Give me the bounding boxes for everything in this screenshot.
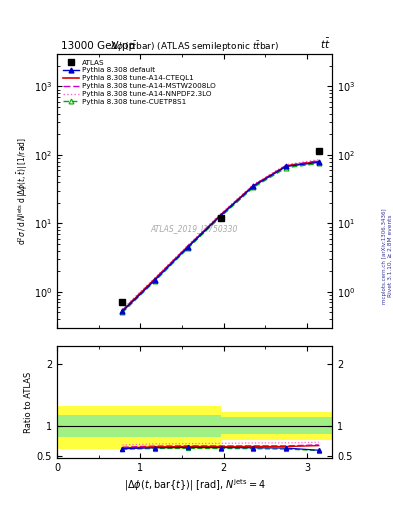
Line: Pythia 8.308 tune-A14-NNPDF2.3LO: Pythia 8.308 tune-A14-NNPDF2.3LO [123,160,319,309]
Pythia 8.308 tune-A14-MSTW2008LO [153,275,158,282]
Pythia 8.308 tune-A14-NNPDF2.3LO [153,274,158,281]
Pythia 8.308 default [120,308,125,314]
Pythia 8.308 tune-CUETP8S1 [251,184,256,190]
Line: Pythia 8.308 default: Pythia 8.308 default [120,160,321,314]
Text: Rivet 3.1.10, ≥ 2.8M events: Rivet 3.1.10, ≥ 2.8M events [388,215,393,297]
Line: Pythia 8.308 tune-CUETP8S1: Pythia 8.308 tune-CUETP8S1 [120,161,321,315]
Pythia 8.308 tune-A14-NNPDF2.3LO [316,157,321,163]
Pythia 8.308 default [316,159,321,165]
Pythia 8.308 tune-A14-NNPDF2.3LO [185,242,190,248]
Pythia 8.308 tune-A14-NNPDF2.3LO [120,306,125,312]
Pythia 8.308 tune-A14-MSTW2008LO [284,162,288,168]
Pythia 8.308 default [153,277,158,283]
Pythia 8.308 tune-CUETP8S1 [185,245,190,251]
Pythia 8.308 tune-A14-MSTW2008LO [316,158,321,164]
Pythia 8.308 tune-A14-MSTW2008LO [251,182,256,188]
Pythia 8.308 tune-A14-CTEQL1 [316,159,321,165]
Legend: ATLAS, Pythia 8.308 default, Pythia 8.308 tune-A14-CTEQL1, Pythia 8.308 tune-A14: ATLAS, Pythia 8.308 default, Pythia 8.30… [61,57,218,107]
Pythia 8.308 tune-A14-MSTW2008LO [185,243,190,249]
Title: $\Delta\phi$ ($t\bar{t}$bar) (ATLAS semileptonic $t\bar{t}$bar): $\Delta\phi$ ($t\bar{t}$bar) (ATLAS semi… [110,39,279,54]
Text: $t\bar{t}$: $t\bar{t}$ [320,37,330,51]
Pythia 8.308 tune-A14-CTEQL1 [185,243,190,249]
Pythia 8.308 tune-CUETP8S1 [120,309,125,315]
Pythia 8.308 tune-A14-CTEQL1 [284,163,288,169]
ATLAS [120,298,125,305]
Pythia 8.308 default [284,163,288,169]
Text: mcplots.cern.ch [arXiv:1306.3436]: mcplots.cern.ch [arXiv:1306.3436] [382,208,387,304]
Pythia 8.308 tune-A14-NNPDF2.3LO [284,162,288,168]
Pythia 8.308 tune-A14-CTEQL1 [120,308,125,314]
Pythia 8.308 tune-A14-CTEQL1 [218,212,223,218]
Line: Pythia 8.308 tune-A14-CTEQL1: Pythia 8.308 tune-A14-CTEQL1 [123,162,319,311]
X-axis label: $|\Delta\phi(t,\mathrm{bar}\{t\})|$ [rad], $N^\mathrm{jets} = 4$: $|\Delta\phi(t,\mathrm{bar}\{t\})|$ [rad… [124,477,265,493]
Pythia 8.308 default [185,244,190,250]
Pythia 8.308 tune-A14-CTEQL1 [153,276,158,282]
ATLAS [316,147,321,154]
Text: 13000 GeV pp: 13000 GeV pp [61,41,135,51]
Line: Pythia 8.308 tune-A14-MSTW2008LO: Pythia 8.308 tune-A14-MSTW2008LO [123,161,319,310]
Pythia 8.308 default [251,183,256,189]
Text: ATLAS_2019_I1750330: ATLAS_2019_I1750330 [151,225,238,233]
Pythia 8.308 tune-A14-MSTW2008LO [120,307,125,313]
Pythia 8.308 tune-A14-NNPDF2.3LO [251,181,256,187]
Pythia 8.308 default [218,212,223,219]
Y-axis label: $\mathrm{d}^2\sigma\,/\,\mathrm{d}\,N^\mathrm{jets}\,\mathrm{d}\,|\Delta\phi(t,\: $\mathrm{d}^2\sigma\,/\,\mathrm{d}\,N^\m… [15,137,29,245]
Y-axis label: Ratio to ATLAS: Ratio to ATLAS [24,371,33,433]
Pythia 8.308 tune-A14-MSTW2008LO [218,212,223,218]
Line: ATLAS: ATLAS [119,147,322,305]
Pythia 8.308 tune-CUETP8S1 [316,160,321,166]
Pythia 8.308 tune-A14-CTEQL1 [251,183,256,189]
Pythia 8.308 tune-CUETP8S1 [218,214,223,220]
Pythia 8.308 tune-A14-NNPDF2.3LO [218,211,223,217]
ATLAS [218,215,223,221]
Pythia 8.308 tune-CUETP8S1 [153,278,158,284]
Pythia 8.308 tune-CUETP8S1 [284,165,288,171]
